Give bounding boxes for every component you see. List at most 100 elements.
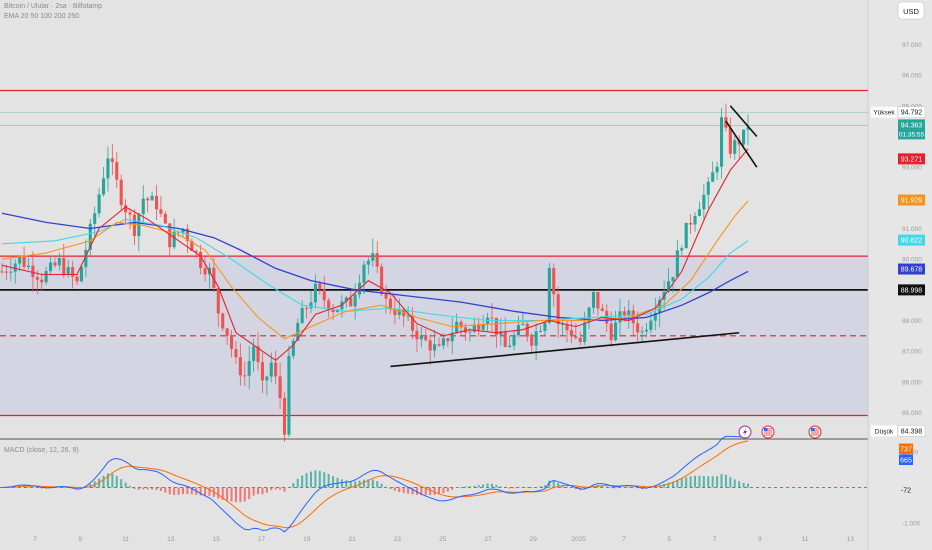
candle-body[interactable] [556,294,560,325]
candle-body[interactable] [437,344,441,346]
candle-body[interactable] [380,266,384,295]
candle-body[interactable] [0,271,4,273]
candle-body[interactable] [234,349,238,358]
candle-body[interactable] [84,249,88,267]
candle-body[interactable] [446,338,450,342]
candle-body[interactable] [212,267,216,289]
candle-body[interactable] [697,209,701,216]
candle-body[interactable] [468,331,472,333]
candle-body[interactable] [591,292,596,308]
candle-body[interactable] [238,357,242,376]
candle-body[interactable] [313,283,317,303]
candle-body[interactable] [229,335,234,350]
candle-body[interactable] [640,331,644,333]
candle-body[interactable] [410,315,415,331]
candle-body[interactable] [459,321,463,328]
candle-body[interactable] [57,258,61,266]
candle-body[interactable] [327,300,331,310]
candle-body[interactable] [706,181,710,195]
candle-body[interactable] [609,323,613,341]
candle-body[interactable] [428,340,432,351]
candle-body[interactable] [666,281,671,292]
candle-body[interactable] [503,331,507,348]
candle-body[interactable] [561,323,565,325]
candle-body[interactable] [636,323,640,333]
candle-body[interactable] [282,397,287,435]
candle-body[interactable] [318,283,322,290]
candle-body[interactable] [693,215,697,225]
candle-body[interactable] [18,256,22,264]
candle-body[interactable] [44,271,48,283]
candle-body[interactable] [13,263,17,272]
candle-body[interactable] [463,327,468,333]
candle-body[interactable] [256,346,260,363]
candle-body[interactable] [600,308,604,311]
candle-body[interactable] [733,140,737,154]
candle-body[interactable] [291,340,295,356]
candle-body[interactable] [512,335,516,346]
us-flag-icon[interactable] [808,425,822,439]
ema200-line[interactable] [1,212,749,322]
candle-body[interactable] [150,195,154,201]
candle-body[interactable] [322,289,326,301]
candle-body[interactable] [653,312,657,321]
candle-body[interactable] [472,324,476,332]
candle-body[interactable] [247,360,251,376]
candle-body[interactable] [349,297,353,307]
candle-body[interactable] [159,209,163,214]
candle-body[interactable] [530,336,534,346]
candle-body[interactable] [305,308,309,310]
candle-body[interactable] [543,322,547,331]
candle-body[interactable] [397,309,401,315]
candle-body[interactable] [490,317,494,319]
candle-body[interactable] [252,346,256,361]
candle-body[interactable] [106,158,110,179]
candle-body[interactable] [110,158,114,163]
candle-body[interactable] [79,266,84,282]
price-axis[interactable] [868,0,932,550]
candle-body[interactable] [565,323,569,331]
candle-body[interactable] [605,310,609,324]
candle-body[interactable] [362,264,366,283]
candle-body[interactable] [300,308,304,324]
candle-body[interactable] [260,362,264,381]
candle-body[interactable] [534,331,538,346]
candle-body[interactable] [66,267,70,275]
candle-body[interactable] [521,323,525,326]
candle-body[interactable] [587,307,591,323]
candle-body[interactable] [631,310,635,324]
candle-body[interactable] [287,355,291,435]
candle-body[interactable] [618,311,622,323]
candle-body[interactable] [649,320,653,330]
candle-body[interactable] [331,309,335,313]
candle-body[interactable] [344,297,348,302]
candle-body[interactable] [101,178,106,195]
candle-body[interactable] [375,253,379,267]
candle-body[interactable] [680,248,684,251]
candle-body[interactable] [278,376,282,398]
candle-body[interactable] [49,262,53,272]
candle-body[interactable] [40,279,44,283]
candle-body[interactable] [711,172,715,182]
candle-body[interactable] [596,292,600,309]
candle-body[interactable] [719,117,724,167]
candle-body[interactable] [433,344,437,351]
candle-body[interactable] [746,127,750,130]
candle-body[interactable] [203,268,207,275]
candle-body[interactable] [221,313,225,329]
candle-body[interactable] [424,335,428,341]
candle-body[interactable] [225,328,229,336]
candle-body[interactable] [689,222,693,225]
trendline-2[interactable] [725,120,758,168]
candle-body[interactable] [132,214,136,237]
candle-body[interactable] [622,311,626,316]
candle-body[interactable] [366,260,370,265]
candle-body[interactable] [190,241,194,251]
candle-body[interactable] [393,309,397,315]
candle-body[interactable] [22,256,26,267]
candle-body[interactable] [481,324,485,330]
candle-body[interactable] [538,330,543,332]
candle-body[interactable] [26,265,31,267]
candle-body[interactable] [115,162,119,180]
